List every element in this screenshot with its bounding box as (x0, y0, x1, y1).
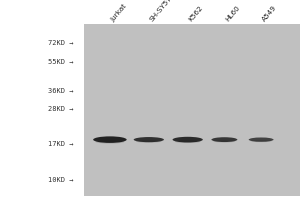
Ellipse shape (93, 136, 127, 143)
Text: K562: K562 (188, 5, 204, 23)
Ellipse shape (250, 140, 272, 142)
Text: HL60: HL60 (224, 5, 241, 23)
Ellipse shape (134, 137, 164, 142)
Text: 28KD →: 28KD → (48, 106, 74, 112)
Text: Jurkat: Jurkat (110, 3, 128, 23)
Ellipse shape (213, 140, 236, 143)
Ellipse shape (96, 140, 124, 144)
Text: 17KD →: 17KD → (48, 141, 74, 147)
Text: 10KD →: 10KD → (48, 177, 74, 183)
Text: SH-SY5Y: SH-SY5Y (149, 0, 173, 23)
Ellipse shape (212, 137, 237, 142)
Ellipse shape (172, 137, 203, 142)
Ellipse shape (249, 137, 274, 142)
Text: 36KD →: 36KD → (48, 88, 74, 94)
Ellipse shape (136, 140, 162, 143)
Ellipse shape (175, 140, 200, 143)
Text: 72KD →: 72KD → (48, 40, 74, 46)
Text: A549: A549 (261, 5, 278, 23)
Text: 55KD →: 55KD → (48, 59, 74, 65)
